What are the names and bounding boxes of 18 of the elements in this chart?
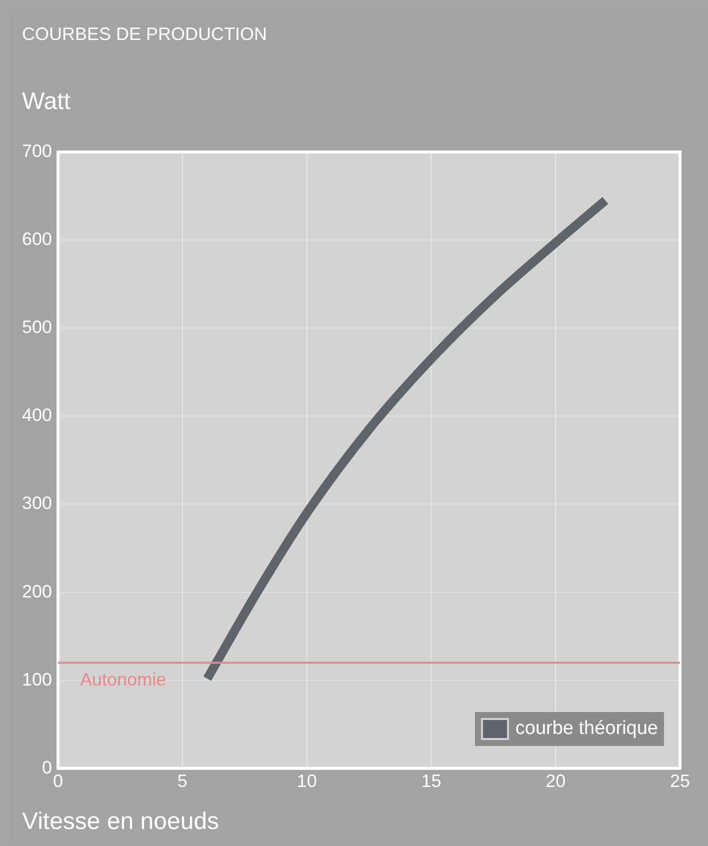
y-tick-label: 100 [22, 669, 52, 690]
x-axis-title: Vitesse en noeuds [22, 808, 220, 836]
y-tick-label: 700 [22, 140, 52, 161]
x-tick-label: 25 [670, 771, 690, 792]
x-tick-label: 15 [421, 771, 442, 792]
y-tick-label: 600 [22, 229, 52, 250]
chart-title: COURBES DE PRODUCTION [22, 24, 268, 45]
y-tick-label: 500 [22, 317, 52, 338]
x-tick-label: 20 [546, 771, 566, 792]
y-axis-title: Watt [22, 88, 70, 116]
legend-label: courbe théorique [515, 718, 658, 740]
y-tick-label: 300 [22, 493, 52, 514]
y-tick-label: 0 [42, 757, 52, 778]
x-tick-label: 10 [296, 771, 317, 792]
ref-line-label: Autonomie [80, 670, 166, 690]
y-tick-label: 200 [22, 581, 52, 602]
x-tick-label: 5 [177, 771, 188, 792]
y-tick-label: 400 [22, 405, 52, 426]
